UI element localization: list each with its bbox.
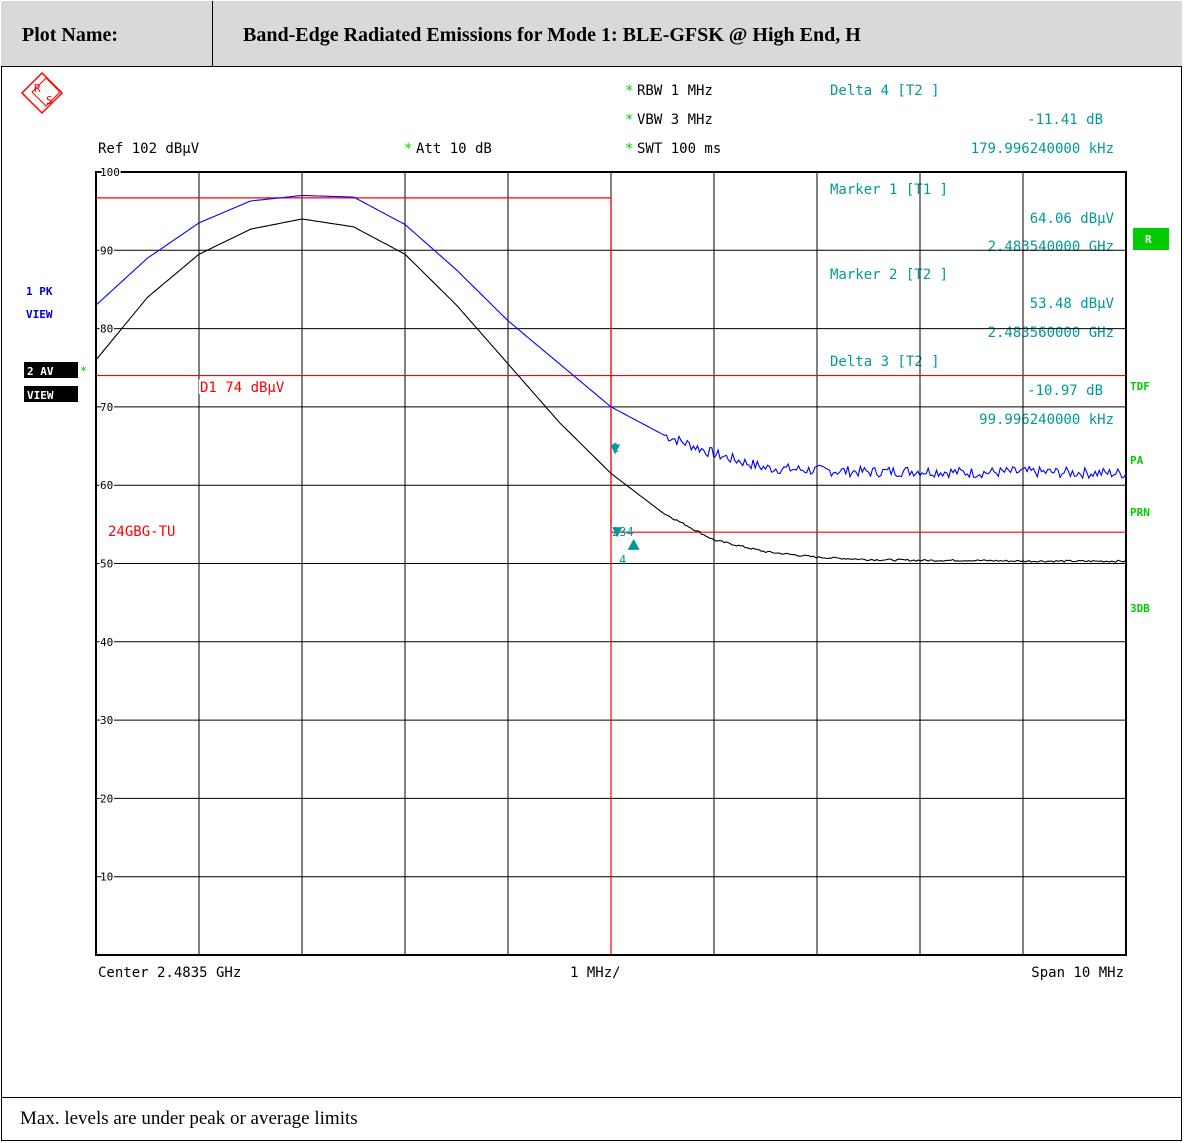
limit-name-label: 24GBG-TU — [108, 524, 175, 540]
rs-logo: R S — [20, 71, 64, 115]
svg-text:S: S — [46, 94, 53, 107]
peak-trace — [95, 194, 1127, 480]
y-tick-label: 50 — [100, 558, 113, 571]
y-tick-label: 20 — [100, 792, 113, 805]
rbw-text: RBW 1 MHz — [637, 83, 713, 99]
trace2-label: 2 AV — [27, 365, 54, 378]
att-text: Att 10 dB — [416, 141, 492, 157]
spectrum-plot: R S Ref 102 dBµV * Att 10 dB * RBW 1 MHz… — [20, 71, 1169, 981]
svg-text:R: R — [34, 82, 41, 95]
trace2-view-box — [24, 386, 78, 402]
delta3-level: -10.97 dB — [1027, 383, 1103, 399]
header-divider — [212, 1, 213, 67]
prn-label: PRN — [1130, 506, 1150, 519]
header-bar — [1, 1, 1182, 67]
traces — [95, 194, 1127, 563]
y-tick-label: 30 — [100, 714, 113, 727]
trace2-star: * — [80, 364, 87, 378]
span-text: Span 10 MHz — [1031, 965, 1124, 981]
marker-1-triangle — [610, 444, 621, 455]
y-tick-label: 90 — [100, 244, 113, 257]
limit-line-label: D1 74 dBµV — [200, 380, 285, 396]
trace2-view: VIEW — [27, 389, 54, 402]
delta3-freq: 99.996240000 kHz — [979, 412, 1114, 428]
tdf-label: TDF — [1130, 380, 1150, 393]
rbw-star: * — [625, 83, 633, 99]
limit-lines — [96, 197, 1126, 955]
pa-label: PA — [1130, 454, 1144, 467]
marker-tag-234: 234 — [612, 525, 634, 539]
delta3-title: Delta 3 [T2 ] — [830, 354, 940, 370]
marker-readouts: Delta 4 [T2 ] -11.41 dB 179.996240000 kH… — [830, 83, 1115, 428]
div-text: 1 MHz/ — [570, 965, 621, 981]
y-tick-labels: 10 20 30 40 50 60 70 80 90 100 — [99, 165, 122, 886]
vbw-star: * — [625, 112, 633, 128]
3db-label: 3DB — [1130, 602, 1150, 615]
marker1-level: 64.06 dBµV — [1030, 211, 1115, 227]
vbw-text: VBW 3 MHz — [637, 112, 713, 128]
marker1-title: Marker 1 [T1 ] — [830, 182, 948, 198]
delta4-level: -11.41 dB — [1027, 112, 1103, 128]
markers — [610, 444, 640, 550]
y-tick-label: 10 — [100, 871, 113, 884]
trace1-view: VIEW — [26, 308, 53, 321]
marker-tag-1: 1 — [612, 441, 619, 455]
trace1-label: 1 PK — [26, 285, 53, 298]
trace2-label-box — [24, 362, 78, 378]
footer-note: Max. levels are under peak or average li… — [20, 1108, 358, 1129]
delta4-freq: 179.996240000 kHz — [971, 141, 1114, 157]
att-star: * — [404, 141, 412, 157]
y-tick-label: 40 — [100, 636, 113, 649]
marker1-freq: 2.483540000 GHz — [988, 239, 1114, 255]
ref-level-text: Ref 102 dBµV — [98, 141, 200, 157]
y-tick-label: 100 — [100, 166, 120, 179]
average-trace — [95, 218, 1127, 563]
center-freq-text: Center 2.4835 GHz — [98, 965, 241, 981]
swt-text: SWT 100 ms — [637, 141, 721, 157]
r-label-box — [1133, 228, 1169, 250]
plot-name-value: Band-Edge Radiated Emissions for Mode 1:… — [243, 24, 861, 46]
marker2-level: 53.48 dBµV — [1030, 296, 1115, 312]
delta4-title: Delta 4 [T2 ] — [830, 83, 940, 99]
y-tick-label: 60 — [100, 479, 113, 492]
r-label: R — [1145, 233, 1152, 246]
footer-divider — [1, 1097, 1182, 1098]
delta-marker-triangle — [627, 538, 640, 550]
marker2-freq: 2.483560000 GHz — [988, 325, 1114, 341]
y-tick-label: 70 — [100, 401, 113, 414]
swt-star: * — [625, 141, 633, 157]
plot-name-label: Plot Name: — [22, 24, 119, 46]
y-tick-label: 80 — [100, 323, 113, 336]
marker-tag-4: 4 — [619, 553, 626, 567]
marker-2-triangle — [612, 527, 623, 538]
marker2-title: Marker 2 [T2 ] — [830, 267, 948, 283]
